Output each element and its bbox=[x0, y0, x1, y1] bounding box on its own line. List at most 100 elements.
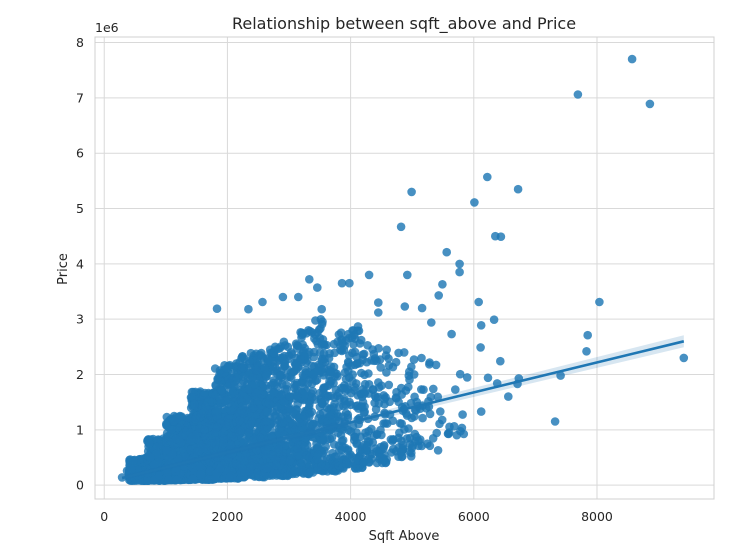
scatter-point bbox=[342, 459, 351, 469]
scatter-point bbox=[212, 412, 222, 422]
scatter-point bbox=[224, 414, 233, 424]
scatter-point bbox=[377, 430, 386, 440]
scatter-point bbox=[384, 354, 393, 363]
scatter-point bbox=[496, 232, 506, 241]
scatter-point bbox=[414, 436, 423, 446]
scatter-point bbox=[194, 447, 204, 456]
scatter-point bbox=[293, 444, 302, 454]
scatter-point bbox=[287, 350, 297, 359]
scatter-point bbox=[433, 392, 443, 402]
tick-labels: 0 2000 4000 6000 8000 0 1 2 3 4 5 6 7 8 bbox=[76, 35, 613, 524]
scatter-point bbox=[504, 392, 513, 401]
scatter-point bbox=[305, 275, 314, 284]
regression-line bbox=[121, 335, 685, 480]
scatter-point bbox=[447, 329, 456, 339]
scatter-point bbox=[212, 304, 222, 314]
scatter-point bbox=[244, 428, 254, 438]
scatter-point bbox=[376, 363, 386, 372]
x-tick-label: 4000 bbox=[335, 509, 367, 524]
scatter-point bbox=[293, 451, 303, 460]
x-tick-label: 8000 bbox=[581, 509, 613, 524]
scatter-point bbox=[319, 371, 329, 380]
scatter-point bbox=[353, 322, 363, 331]
scatter-point bbox=[400, 302, 410, 311]
scatter-point bbox=[264, 442, 274, 451]
scatter-point bbox=[245, 356, 254, 366]
scatter-point bbox=[679, 353, 689, 363]
scatter-point bbox=[320, 396, 330, 405]
scatter-point bbox=[418, 413, 427, 423]
scatter-point bbox=[396, 222, 406, 232]
scatter-point bbox=[476, 407, 486, 416]
data-points bbox=[117, 54, 689, 486]
scatter-point bbox=[268, 471, 277, 480]
scatter-point bbox=[370, 431, 379, 440]
scatter-point bbox=[338, 412, 348, 421]
scatter-point bbox=[435, 419, 444, 429]
scatter-point bbox=[379, 442, 389, 452]
y-tick-label: 1 bbox=[76, 422, 84, 437]
scatter-point bbox=[425, 358, 434, 367]
scatter-point bbox=[436, 407, 445, 416]
scatter-point bbox=[334, 330, 344, 339]
scatter-point bbox=[262, 417, 272, 426]
scatter-point bbox=[627, 54, 637, 64]
scatter-point bbox=[217, 386, 227, 396]
scatter-point bbox=[273, 382, 282, 391]
scatter-point bbox=[388, 416, 398, 426]
scatter-point bbox=[129, 456, 138, 466]
scatter-point bbox=[313, 450, 323, 460]
scatter-point bbox=[318, 317, 327, 327]
scatter-point bbox=[247, 461, 257, 471]
scatter-point bbox=[403, 270, 412, 280]
scatter-point bbox=[407, 187, 416, 197]
scatter-point bbox=[367, 454, 376, 464]
scatter-point bbox=[237, 379, 247, 389]
x-tick-label: 6000 bbox=[458, 509, 490, 524]
y-tick-label: 2 bbox=[76, 367, 84, 382]
x-axis-label: Sqft Above bbox=[369, 529, 440, 544]
scatter-point bbox=[300, 442, 310, 452]
scatter-point bbox=[204, 405, 213, 415]
scatter-point bbox=[462, 373, 472, 382]
scatter-point bbox=[429, 384, 438, 394]
scatter-point bbox=[188, 387, 198, 397]
y-tick-label: 4 bbox=[76, 256, 84, 271]
chart-title: Relationship between sqft_above and Pric… bbox=[232, 14, 576, 34]
scatter-point bbox=[434, 291, 444, 300]
scatter-point bbox=[264, 356, 274, 365]
y-tick-label: 7 bbox=[76, 90, 84, 105]
y-tick-label: 6 bbox=[76, 146, 84, 161]
scatter-point bbox=[212, 422, 222, 432]
scatter-point bbox=[291, 359, 301, 369]
grid bbox=[95, 37, 714, 499]
scatter-point bbox=[313, 283, 322, 292]
y-tick-label: 8 bbox=[76, 35, 84, 50]
scatter-point bbox=[367, 356, 376, 365]
scatter-point bbox=[355, 358, 365, 368]
scatter-point bbox=[258, 297, 267, 307]
scatter-point bbox=[353, 391, 363, 400]
scatter-point bbox=[262, 369, 271, 379]
scatter-point bbox=[358, 397, 368, 407]
scatter-point bbox=[230, 381, 239, 390]
scatter-point bbox=[360, 387, 370, 396]
scatter-point bbox=[583, 330, 592, 340]
scatter-point bbox=[280, 359, 289, 368]
regression-line-path bbox=[121, 340, 685, 480]
scatter-point bbox=[438, 280, 447, 289]
scatter-point bbox=[285, 403, 295, 413]
scatter-point bbox=[285, 392, 294, 401]
scatter-point bbox=[326, 391, 336, 401]
scatter-point bbox=[271, 460, 281, 470]
scatter-point bbox=[317, 461, 326, 471]
scatter-point bbox=[384, 380, 394, 390]
scatter-point bbox=[432, 428, 442, 438]
x-tick-label: 0 bbox=[100, 509, 108, 524]
scatter-point bbox=[226, 441, 236, 450]
scatter-point bbox=[192, 434, 201, 444]
scatter-point bbox=[341, 336, 351, 345]
scatter-point bbox=[339, 345, 349, 355]
scatter-point bbox=[595, 297, 604, 307]
